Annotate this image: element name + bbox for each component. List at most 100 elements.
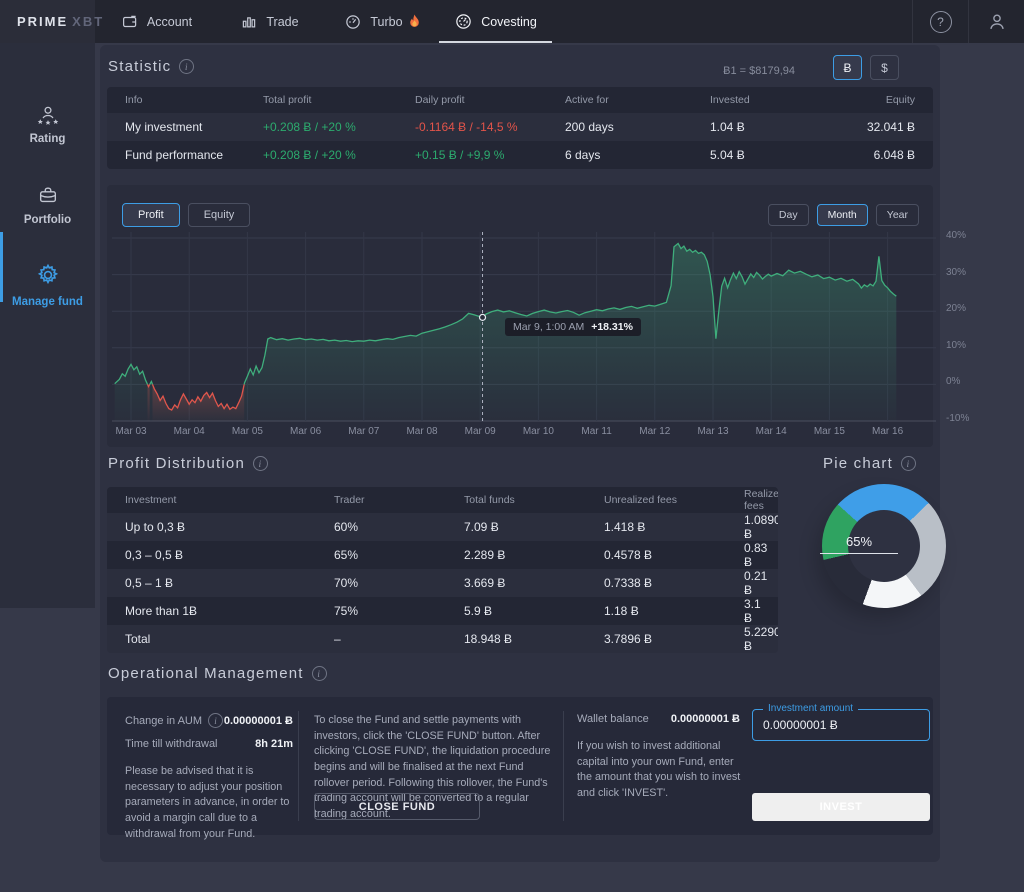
sidebar-item-label: Manage fund bbox=[12, 296, 83, 308]
table-cell: +0.208 Ƀ / +20 % bbox=[263, 120, 356, 134]
table-cell: 0,3 – 0,5 Ƀ bbox=[125, 548, 184, 562]
x-tick-label: Mar 07 bbox=[348, 426, 380, 437]
active-item-indicator bbox=[0, 232, 3, 302]
info-icon[interactable]: i bbox=[253, 456, 269, 471]
sidebar-item-portfolio[interactable]: Portfolio bbox=[0, 165, 95, 245]
time-till-withdrawal-label: Time till withdrawal bbox=[125, 738, 218, 750]
table-cell: 70% bbox=[334, 576, 359, 590]
column-header: Realized fees bbox=[744, 488, 778, 512]
table-cell: 5.04 Ƀ bbox=[710, 148, 745, 162]
currency-toggle: Ƀ $ bbox=[833, 55, 899, 80]
time-till-withdrawal-value: 8h 21m bbox=[255, 738, 293, 750]
y-tick-label: -10% bbox=[946, 413, 970, 424]
table-cell: 32.041 Ƀ bbox=[866, 120, 915, 134]
x-tick-label: Mar 03 bbox=[115, 426, 147, 437]
table-cell: 0.21 Ƀ bbox=[744, 569, 768, 597]
info-icon[interactable]: i bbox=[901, 456, 916, 471]
table-cell: My investment bbox=[125, 120, 203, 134]
table-cell: 0.4578 Ƀ bbox=[604, 548, 653, 562]
table-row: 0,3 – 0,5 Ƀ 65% 2.289 Ƀ 0.4578 Ƀ 0.83 Ƀ bbox=[107, 541, 778, 569]
table-cell: 3.669 Ƀ bbox=[464, 576, 506, 590]
covesting-icon bbox=[454, 12, 473, 31]
tab-label: Account bbox=[146, 14, 193, 29]
withdrawal-advice-text: Please be advised that it is necessary t… bbox=[125, 765, 290, 840]
column-header: Equity bbox=[885, 94, 915, 106]
time-till-withdrawal-row: Time till withdrawal 8h 21m bbox=[125, 738, 293, 750]
x-tick-label: Mar 13 bbox=[697, 426, 729, 437]
x-tick-label: Mar 15 bbox=[813, 426, 845, 437]
table-cell: -0.1164 Ƀ / -14,5 % bbox=[415, 120, 518, 134]
table-header-row: Info Total profit Daily profit Active for In… bbox=[107, 87, 933, 113]
logo: PRIME XBT bbox=[0, 0, 102, 43]
tab-trade[interactable]: Trade bbox=[213, 0, 326, 43]
btc-rate: Ƀ1 = $8179,94 bbox=[723, 65, 795, 77]
operational-management-title: Operational Management i bbox=[108, 665, 327, 682]
x-tick-label: Mar 11 bbox=[581, 426, 612, 437]
tab-label: Covesting bbox=[481, 14, 537, 29]
info-icon[interactable]: i bbox=[311, 666, 327, 681]
table-cell: Fund performance bbox=[125, 148, 224, 162]
column-header: Total funds bbox=[464, 494, 515, 506]
y-tick-label: 30% bbox=[946, 266, 967, 278]
table-cell: 7.09 Ƀ bbox=[464, 520, 499, 534]
column-header: Info bbox=[125, 94, 143, 106]
range-year[interactable]: Year bbox=[875, 204, 919, 226]
table-cell: 60% bbox=[334, 520, 359, 534]
rating-icon bbox=[36, 105, 60, 128]
column-header: Trader bbox=[334, 494, 365, 506]
table-row: My investment +0.208 Ƀ / +20 % -0.1164 Ƀ /… bbox=[107, 113, 933, 141]
x-tick-label: Mar 09 bbox=[464, 426, 496, 437]
table-row: Total – 18.948 Ƀ 3.7896 Ƀ 5.22907 Ƀ bbox=[107, 625, 778, 653]
table-cell: – bbox=[334, 632, 341, 646]
table-cell: 2.289 Ƀ bbox=[464, 548, 506, 562]
tooltip-time: Mar 9, 1:00 AM bbox=[513, 321, 585, 333]
wallet-icon bbox=[121, 13, 139, 31]
briefcase-icon bbox=[36, 184, 60, 209]
sidebar: Rating Portfolio Manage fund bbox=[0, 43, 95, 608]
table-header-row: Investment Trader Total funds Unrealized fe… bbox=[107, 487, 778, 513]
profit-distribution-title: Profit Distribution i bbox=[108, 455, 269, 472]
nav-tabs: Account Trade Turbo Covesting bbox=[100, 0, 552, 43]
currency-usd[interactable]: $ bbox=[870, 55, 899, 80]
invest-button[interactable]: INVEST bbox=[752, 793, 930, 821]
x-tick-label: Mar 16 bbox=[872, 426, 904, 437]
help-button[interactable]: ? bbox=[912, 0, 968, 43]
y-tick-label: 40% bbox=[946, 230, 967, 241]
column-header: Total profit bbox=[263, 94, 312, 106]
profile-button[interactable] bbox=[968, 0, 1024, 43]
x-tick-label: Mar 10 bbox=[522, 426, 554, 437]
info-icon[interactable]: i bbox=[179, 59, 195, 74]
range-day[interactable]: Day bbox=[767, 204, 809, 226]
investment-amount-field: Investment amount bbox=[752, 703, 930, 741]
table-cell: Total bbox=[125, 632, 151, 646]
chart-bars-icon bbox=[240, 13, 258, 31]
series-equity[interactable]: Equity bbox=[187, 203, 251, 227]
info-icon[interactable]: i bbox=[208, 713, 224, 728]
y-tick-label: 10% bbox=[946, 339, 967, 351]
tab-turbo[interactable]: Turbo bbox=[326, 0, 439, 43]
statistic-table: Info Total profit Daily profit Active for In… bbox=[107, 87, 933, 169]
range-month[interactable]: Month bbox=[816, 204, 868, 226]
close-fund-text: To close the Fund and settle payments wi… bbox=[314, 714, 551, 820]
investment-amount-input[interactable] bbox=[761, 717, 915, 733]
series-profit[interactable]: Profit bbox=[122, 203, 180, 227]
tab-covesting[interactable]: Covesting bbox=[439, 0, 552, 43]
table-cell: 200 days bbox=[565, 120, 614, 134]
pie-chart-title: Pie chart i bbox=[823, 455, 916, 472]
table-cell: 0.7338 Ƀ bbox=[604, 576, 653, 590]
profit-distribution-table: Investment Trader Total funds Unrealized fe… bbox=[107, 487, 778, 653]
table-row: Up to 0,3 Ƀ 60% 7.09 Ƀ 1.418 Ƀ 1.089070 Ƀ bbox=[107, 513, 778, 541]
currency-ƀ[interactable]: Ƀ bbox=[833, 55, 862, 80]
divider bbox=[298, 711, 299, 821]
table-cell: 6.048 Ƀ bbox=[873, 148, 915, 162]
table-cell: 6 days bbox=[565, 148, 601, 162]
investment-amount-label: Investment amount bbox=[763, 703, 859, 714]
sidebar-item-rating[interactable]: Rating bbox=[0, 85, 95, 165]
tab-label: Turbo bbox=[370, 14, 403, 29]
divider bbox=[563, 711, 564, 821]
sidebar-item-manage-fund[interactable]: Manage fund bbox=[0, 245, 95, 325]
column-header: Daily profit bbox=[415, 94, 465, 106]
close-fund-button[interactable]: CLOSE FUND bbox=[314, 793, 480, 820]
tab-account[interactable]: Account bbox=[100, 0, 213, 43]
